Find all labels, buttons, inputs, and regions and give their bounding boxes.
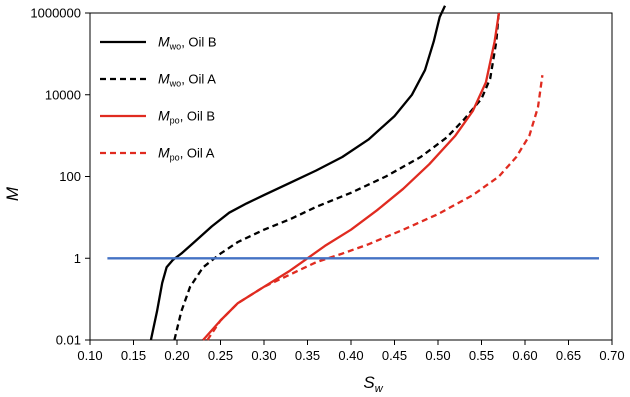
legend-label-1: Mwo, Oil A xyxy=(158,71,216,89)
y-tick-label: 0.01 xyxy=(56,333,81,348)
x-tick-label: 0.20 xyxy=(164,348,189,363)
x-tick-label: 0.55 xyxy=(469,348,494,363)
x-tick-label: 0.45 xyxy=(382,348,407,363)
legend-label-3: Mpo, Oil A xyxy=(158,145,215,163)
y-tick-label: 1000000 xyxy=(30,6,81,21)
y-tick-label: 1 xyxy=(74,251,81,266)
x-tick-label: 0.40 xyxy=(338,348,363,363)
x-tick-label: 0.50 xyxy=(425,348,450,363)
series-line-2 xyxy=(202,12,501,341)
x-axis-title: Sw xyxy=(363,373,383,395)
x-tick-label: 0.15 xyxy=(121,348,146,363)
plot-area xyxy=(89,12,613,341)
series-line-1 xyxy=(173,11,501,341)
y-tick-label: 10000 xyxy=(45,87,81,102)
x-tick-label: 0.70 xyxy=(599,348,624,363)
x-tick-label: 0.35 xyxy=(295,348,320,363)
x-axis-title-subscript: w xyxy=(375,383,384,395)
series-line-3 xyxy=(206,75,544,341)
x-tick-label: 0.25 xyxy=(208,348,233,363)
legend-label-2: Mpo, Oil B xyxy=(158,108,215,126)
x-tick-label: 0.30 xyxy=(251,348,276,363)
y-axis-title: M xyxy=(3,186,22,201)
series-line-0 xyxy=(149,5,447,341)
x-tick-label: 0.10 xyxy=(77,348,102,363)
x-tick-label: 0.60 xyxy=(512,348,537,363)
legend-label-0: Mwo, Oil B xyxy=(158,34,217,52)
x-tick-label: 0.65 xyxy=(556,348,581,363)
y-tick-label: 100 xyxy=(59,169,81,184)
